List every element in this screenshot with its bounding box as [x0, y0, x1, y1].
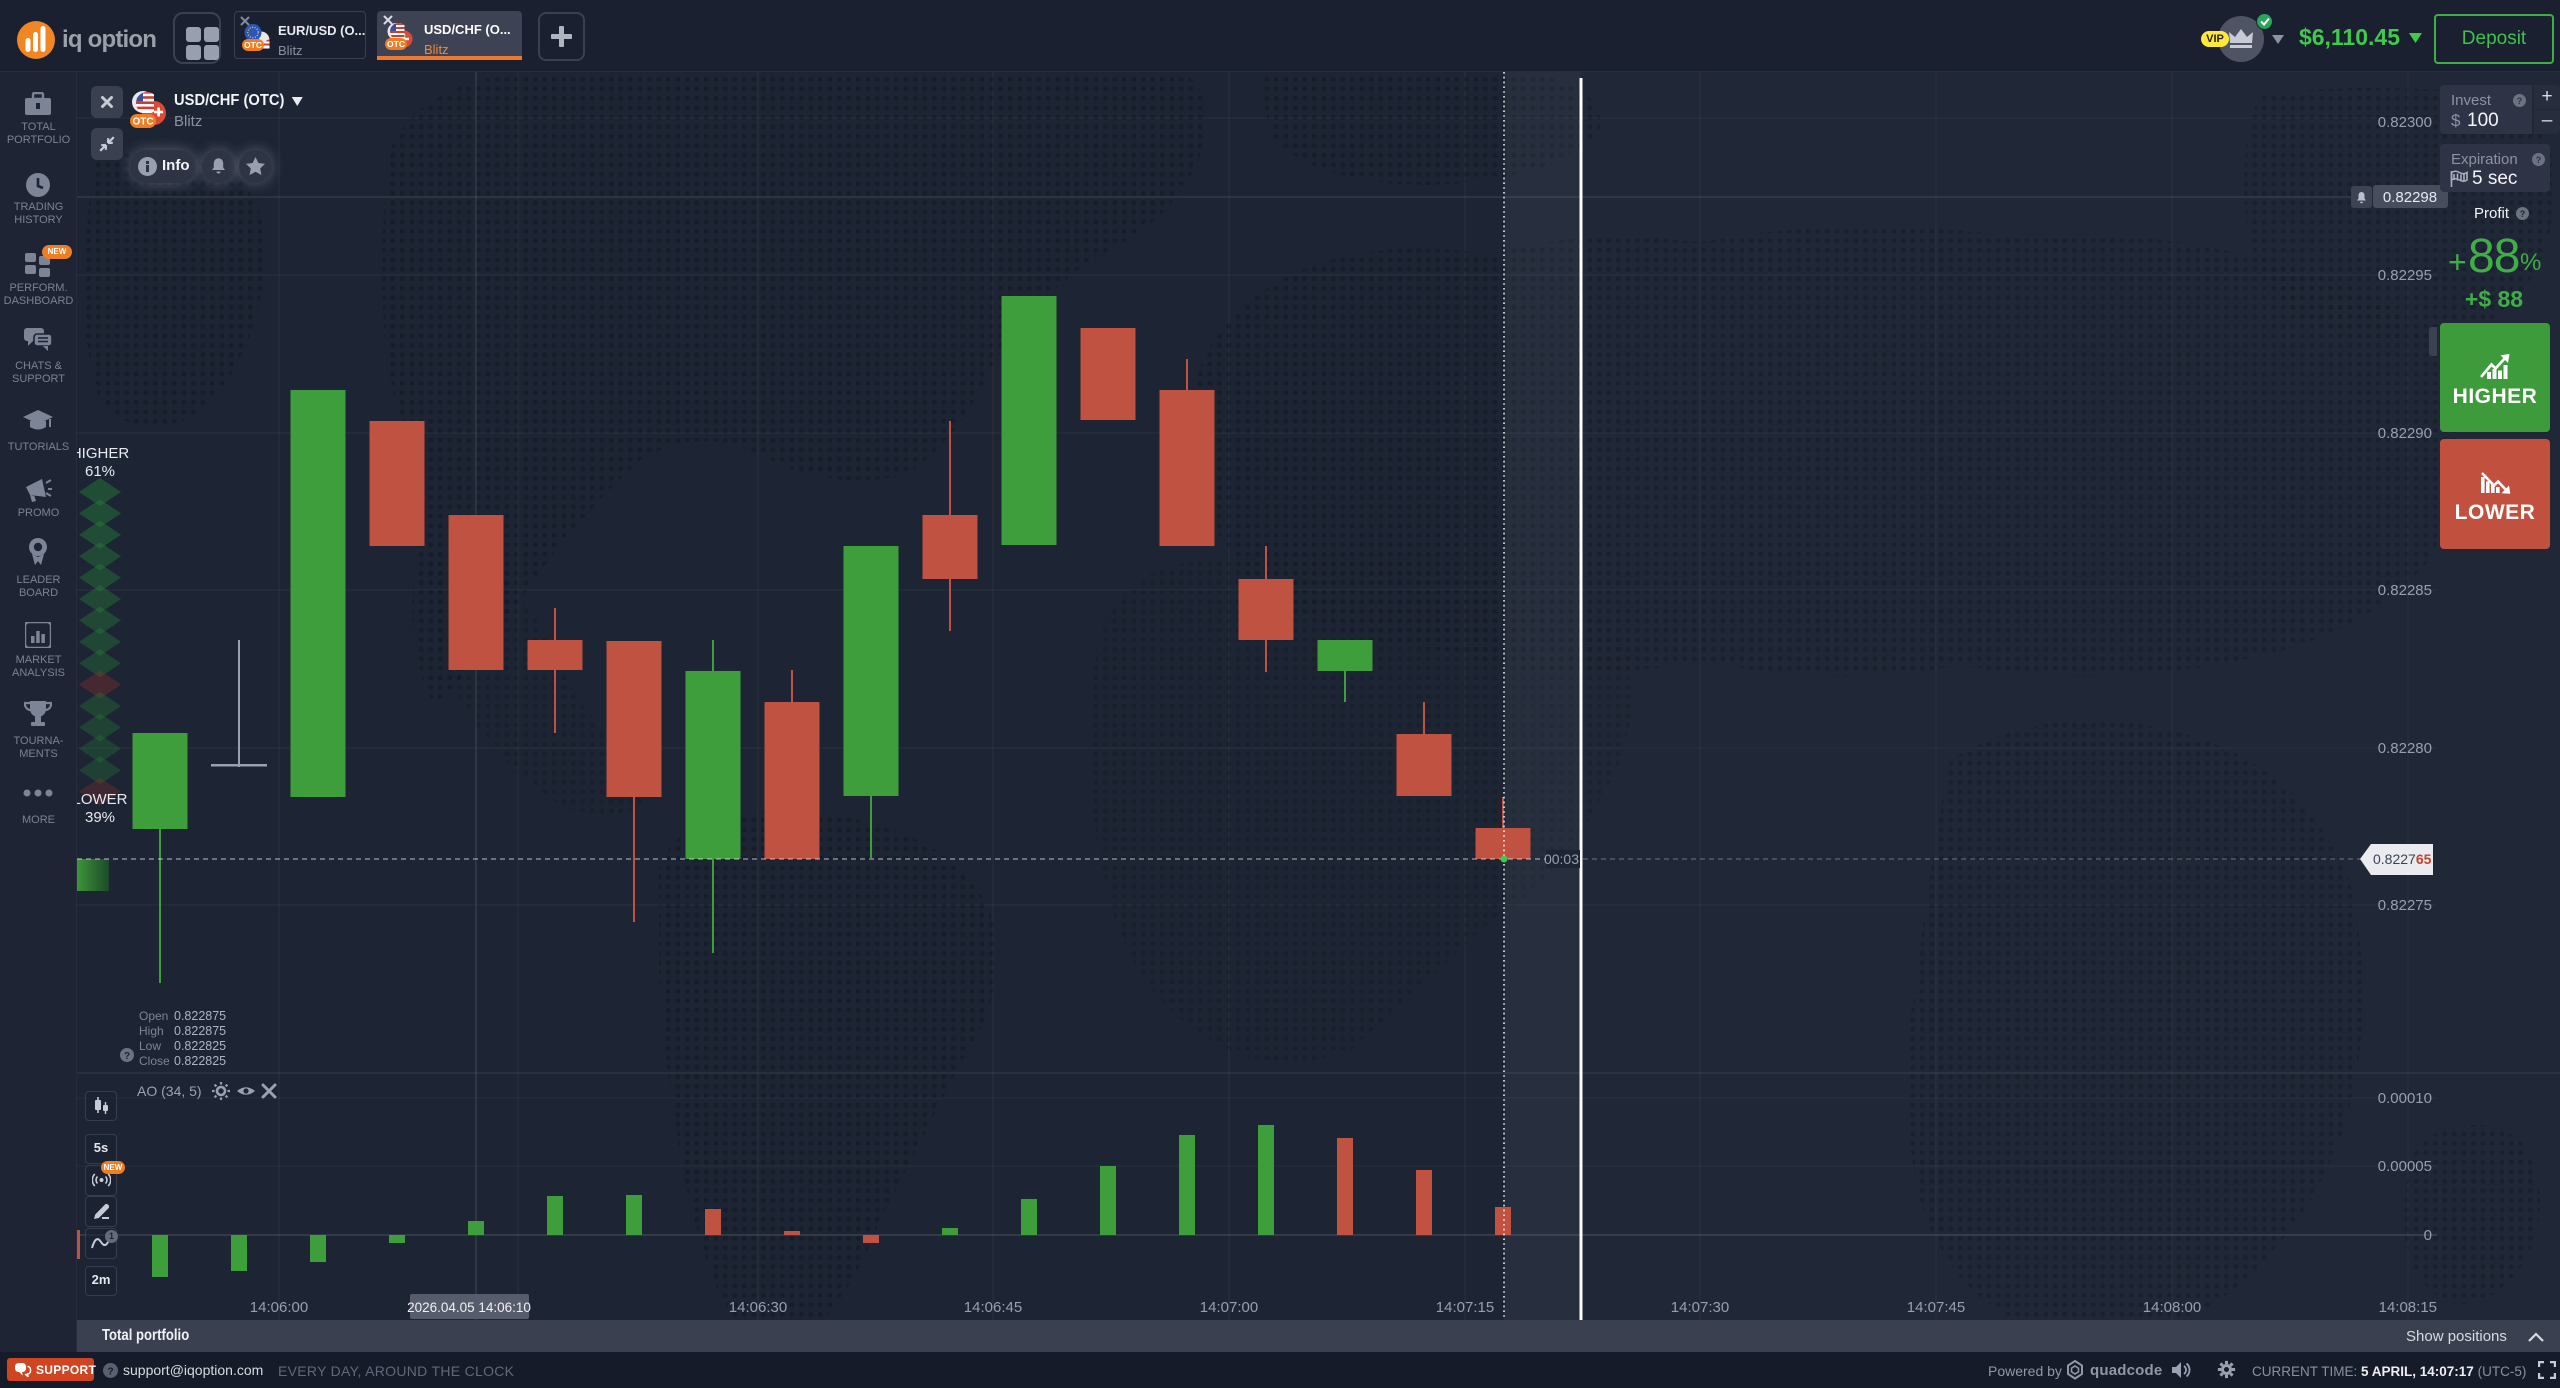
svg-text:HIGHER: HIGHER: [77, 445, 129, 462]
svg-text:Low: Low: [139, 1039, 161, 1053]
svg-text:?: ?: [2536, 155, 2542, 165]
svg-text:0.00005: 0.00005: [2378, 1158, 2432, 1175]
svg-text:14:08:15: 14:08:15: [2379, 1299, 2437, 1316]
svg-text:0.82300: 0.82300: [2378, 114, 2432, 131]
svg-text:0.822875: 0.822875: [174, 1024, 226, 1038]
svg-text:LOWER: LOWER: [77, 791, 128, 808]
svg-text:0.00010: 0.00010: [2378, 1090, 2432, 1107]
svg-text:0: 0: [2424, 1227, 2432, 1244]
svg-text:0.82290: 0.82290: [2378, 425, 2432, 442]
svg-text:0.82275: 0.82275: [2378, 897, 2432, 914]
svg-text:0.822765: 0.822765: [2373, 851, 2432, 867]
svg-text:14:07:15: 14:07:15: [1436, 1299, 1494, 1316]
svg-text:?: ?: [107, 1367, 113, 1378]
svg-text:?: ?: [2520, 209, 2526, 219]
svg-text:Close: Close: [139, 1054, 170, 1068]
svg-text:High: High: [139, 1024, 164, 1038]
svg-text:14:08:00: 14:08:00: [2143, 1299, 2201, 1316]
svg-text:14:07:45: 14:07:45: [1907, 1299, 1965, 1316]
svg-text:61%: 61%: [85, 463, 115, 480]
svg-text:OTC: OTC: [387, 39, 405, 49]
svg-text:0.822875: 0.822875: [174, 1009, 226, 1023]
svg-text:OTC: OTC: [132, 117, 153, 128]
svg-text:00:03: 00:03: [1544, 851, 1579, 867]
svg-text:14:07:30: 14:07:30: [1671, 1299, 1729, 1316]
svg-text:0.822825: 0.822825: [174, 1039, 226, 1053]
svg-text:14:06:30: 14:06:30: [729, 1299, 787, 1316]
svg-text:AO (34, 5): AO (34, 5): [137, 1083, 202, 1099]
svg-text:Open: Open: [139, 1009, 168, 1023]
svg-text:39%: 39%: [85, 809, 115, 826]
svg-text:?: ?: [2517, 96, 2523, 106]
svg-text:14:06:00: 14:06:00: [250, 1299, 308, 1316]
svg-text:0.822825: 0.822825: [174, 1054, 226, 1068]
svg-text:0.82298: 0.82298: [2383, 189, 2437, 206]
svg-text:14:06:45: 14:06:45: [964, 1299, 1022, 1316]
svg-text:2026.04.05 14:06:10: 2026.04.05 14:06:10: [407, 1300, 531, 1315]
svg-text:OTC: OTC: [244, 40, 262, 50]
svg-text:14:07:00: 14:07:00: [1200, 1299, 1258, 1316]
svg-text:?: ?: [124, 1051, 130, 1062]
svg-text:0.82280: 0.82280: [2378, 740, 2432, 757]
svg-text:0.82295: 0.82295: [2378, 267, 2432, 284]
svg-text:0.82285: 0.82285: [2378, 582, 2432, 599]
